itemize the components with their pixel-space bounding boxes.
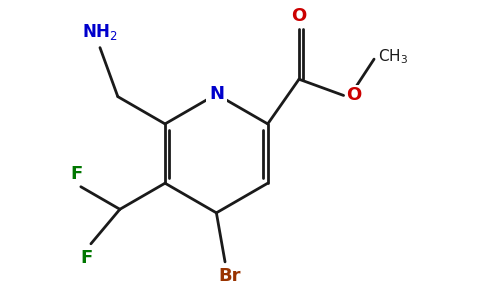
Text: CH$_3$: CH$_3$: [378, 47, 408, 66]
Text: NH$_2$: NH$_2$: [82, 22, 118, 42]
Text: O: O: [346, 85, 361, 103]
Text: Br: Br: [219, 267, 241, 285]
Text: F: F: [70, 165, 82, 183]
Text: O: O: [291, 7, 307, 25]
Text: N: N: [209, 85, 224, 103]
Text: F: F: [80, 248, 92, 266]
